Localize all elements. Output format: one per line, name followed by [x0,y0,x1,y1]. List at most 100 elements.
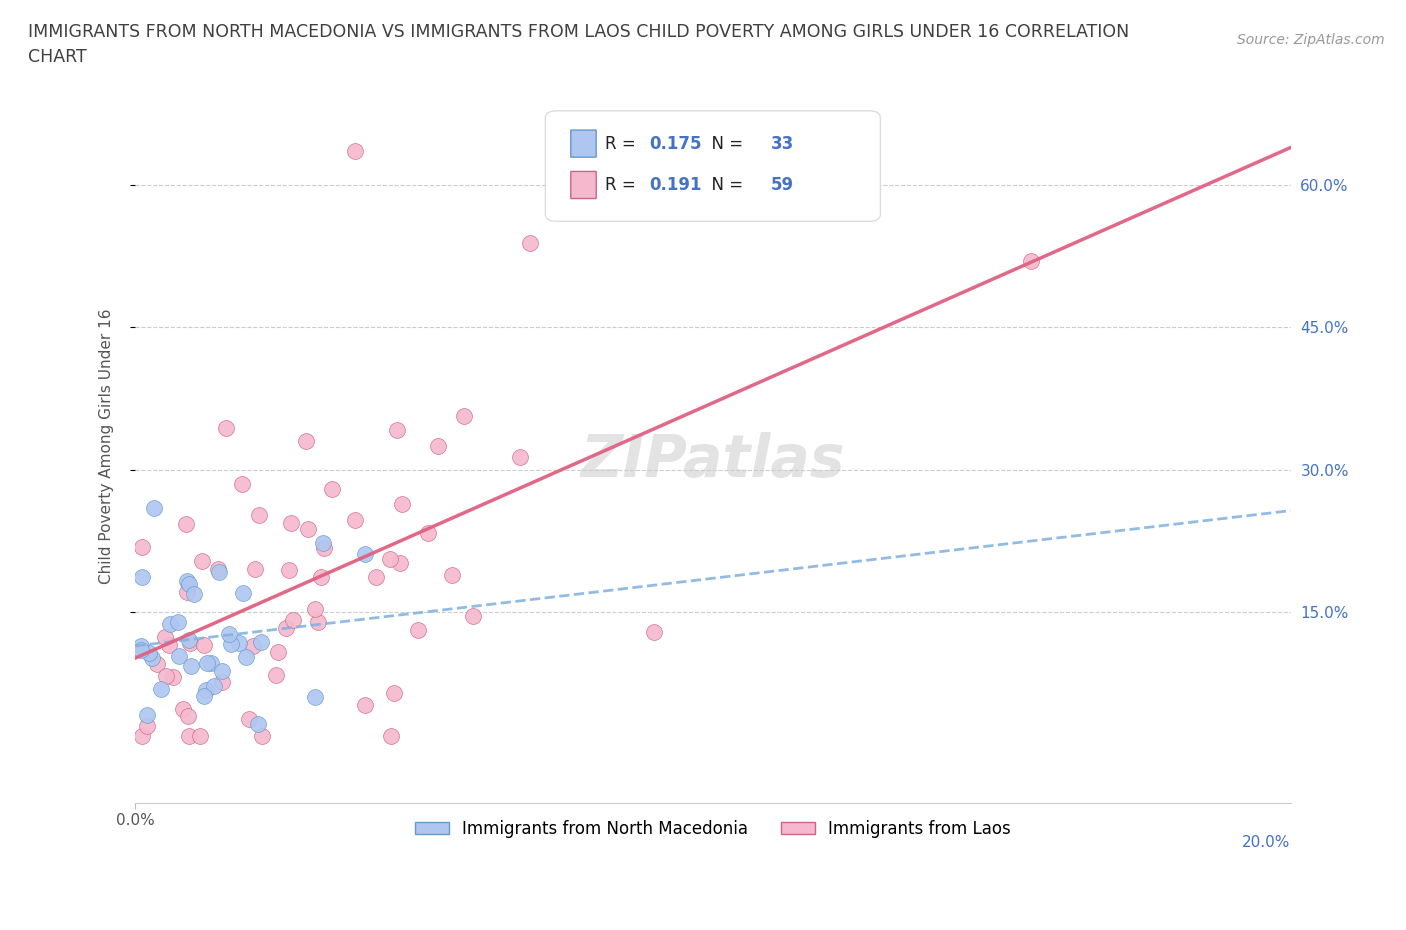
Point [131,570,153,585]
Point [388,556,411,571]
Point [197,656,219,671]
Text: Source: ZipAtlas.com: Source: ZipAtlas.com [1237,33,1385,46]
Point [183,586,205,601]
Point [211,663,233,678]
Point [176,584,198,599]
Point [219,636,242,651]
Point [238,711,260,726]
Point [131,729,153,744]
Point [307,614,329,629]
Point [266,668,288,683]
Point [200,656,222,671]
Point [406,622,429,637]
Point [250,634,273,649]
Point [138,645,160,660]
Point [193,638,215,653]
Point [242,639,264,654]
Point [276,621,298,636]
Point [509,449,531,464]
Point [179,729,201,744]
Point [180,658,202,673]
Point [283,613,305,628]
Point [218,626,240,641]
Point [247,508,270,523]
Point [235,650,257,665]
Point [277,563,299,578]
Text: 0.191: 0.191 [650,176,702,194]
Text: N =: N = [702,176,749,194]
Point [453,408,475,423]
Text: ZIPatlas: ZIPatlas [581,432,845,489]
Point [247,717,270,732]
Point [172,701,194,716]
Point [1019,253,1042,268]
Point [231,476,253,491]
Text: IMMIGRANTS FROM NORTH MACEDONIA VS IMMIGRANTS FROM LAOS CHILD POVERTY AMONG GIRL: IMMIGRANTS FROM NORTH MACEDONIA VS IMMIG… [28,23,1129,41]
FancyBboxPatch shape [571,130,596,157]
Point [167,615,190,630]
Point [167,648,190,663]
Text: R =: R = [606,176,641,194]
Text: N =: N = [702,135,749,153]
FancyBboxPatch shape [571,171,596,198]
Point [382,685,405,700]
Y-axis label: Child Poverty Among Girls Under 16: Child Poverty Among Girls Under 16 [100,308,114,584]
Point [519,235,541,250]
Point [129,643,152,658]
Point [129,639,152,654]
Point [195,683,218,698]
Point [228,635,250,650]
Point [188,729,211,744]
Text: 0.175: 0.175 [650,135,702,153]
Point [354,698,377,712]
Legend: Immigrants from North Macedonia, Immigrants from Laos: Immigrants from North Macedonia, Immigra… [409,813,1018,844]
Point [157,637,180,652]
Point [179,636,201,651]
Point [461,608,484,623]
Point [309,569,332,584]
Point [267,644,290,659]
Point [143,500,166,515]
Text: 59: 59 [770,176,794,194]
Point [177,577,200,591]
FancyBboxPatch shape [546,111,880,221]
Point [208,565,231,579]
Text: 33: 33 [770,135,794,153]
Point [211,674,233,689]
Point [202,679,225,694]
Point [314,540,336,555]
Point [354,547,377,562]
Point [391,497,413,512]
Point [177,709,200,724]
Point [215,420,238,435]
Point [150,682,173,697]
Point [321,482,343,497]
Point [131,540,153,555]
Point [295,433,318,448]
Point [418,525,440,540]
Point [162,670,184,684]
Point [145,657,167,671]
Point [304,602,326,617]
Point [643,624,665,639]
Point [193,688,215,703]
Point [380,729,402,744]
Point [159,617,181,631]
Point [243,562,266,577]
Point [174,516,197,531]
Point [297,521,319,536]
Point [232,585,254,600]
Point [312,536,335,551]
Point [207,562,229,577]
Point [385,422,408,437]
Point [153,630,176,644]
Text: R =: R = [606,135,641,153]
Point [176,574,198,589]
Text: 20.0%: 20.0% [1243,835,1291,850]
Point [190,553,212,568]
Point [343,512,366,527]
Text: CHART: CHART [28,48,87,66]
Point [179,632,201,647]
Point [304,690,326,705]
Point [141,651,163,666]
